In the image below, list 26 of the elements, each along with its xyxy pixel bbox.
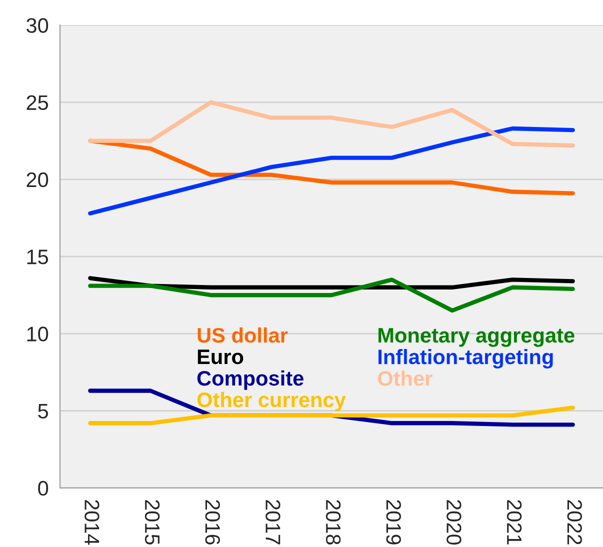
series-label: Other currency	[197, 392, 346, 412]
y-tick-label: 15	[27, 250, 48, 264]
text: US dollar	[198, 327, 288, 343]
x-tick-label: 2022	[567, 500, 582, 544]
x-tick-label: 2015	[144, 500, 160, 545]
x-tick-label: 2014	[84, 500, 100, 545]
y-tick-label: 0	[38, 480, 48, 496]
text: Euro	[198, 350, 244, 364]
text: Inflation-targeting	[378, 348, 553, 369]
x-tick-label: 2019	[386, 500, 401, 544]
y-tick-label: 5	[38, 404, 48, 419]
y-tick-label: 30	[26, 18, 48, 33]
line-series	[88, 100, 575, 148]
text: Other	[378, 370, 432, 386]
line-series	[88, 278, 575, 313]
x-tick-label: 2016	[205, 500, 220, 544]
line-series	[88, 126, 575, 216]
series-label: Monetary aggregate	[378, 328, 574, 347]
y-tick-label: 25	[26, 95, 48, 110]
y-tick-label: 20	[26, 172, 48, 188]
x-tick-label: 2020	[446, 500, 462, 545]
x-tick-label: 2021	[506, 500, 522, 544]
x-tick-label: 2017	[266, 500, 280, 544]
x-tick-label: 2018	[326, 500, 341, 544]
y-tick-label: 10	[27, 326, 48, 342]
series-label: Composite	[197, 370, 304, 390]
